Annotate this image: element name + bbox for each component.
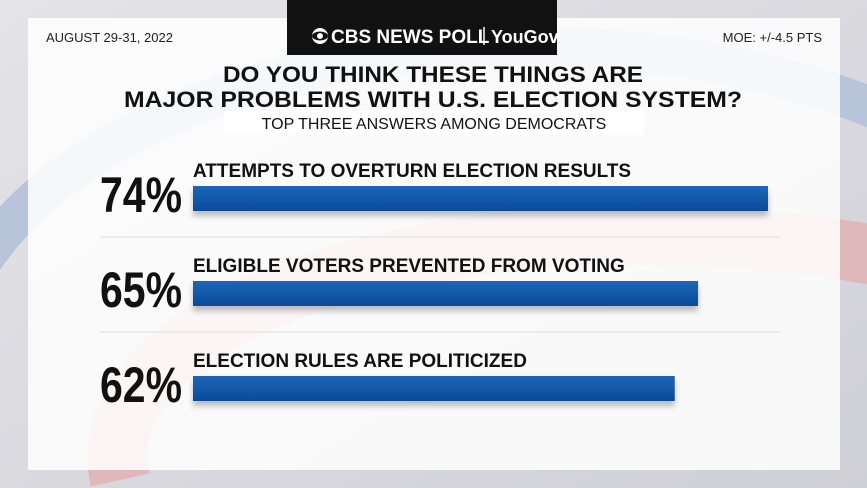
- bar: [193, 281, 699, 306]
- category-label: ELIGIBLE VOTERS PREVENTED FROM VOTING: [193, 256, 625, 277]
- moe: MOE: +/-4.5 PTS: [723, 30, 823, 45]
- partner: YouGov: [491, 27, 559, 47]
- subtitle-box: [224, 111, 644, 135]
- category-label: ATTEMPTS TO OVERTURN ELECTION RESULTS: [193, 161, 631, 182]
- subtitle: TOP THREE ANSWERS AMONG DEMOCRATS: [262, 116, 607, 133]
- bar: [193, 186, 768, 211]
- cbs-eye: [312, 28, 328, 44]
- logo: CBS NEWS POLL: [331, 27, 490, 48]
- logo-box: [287, 0, 557, 55]
- chart-title: MAJOR PROBLEMS WITH U.S. ELECTION SYSTEM…: [124, 87, 742, 112]
- value-label: 74%: [100, 167, 182, 223]
- chart-title: DO YOU THINK THESE THINGS ARE: [223, 62, 643, 87]
- bar: [193, 376, 675, 401]
- date: AUGUST 29-31, 2022: [46, 30, 173, 45]
- category-label: ELECTION RULES ARE POLITICIZED: [193, 351, 527, 372]
- value-label: 65%: [100, 262, 182, 318]
- value-label: 62%: [100, 357, 182, 413]
